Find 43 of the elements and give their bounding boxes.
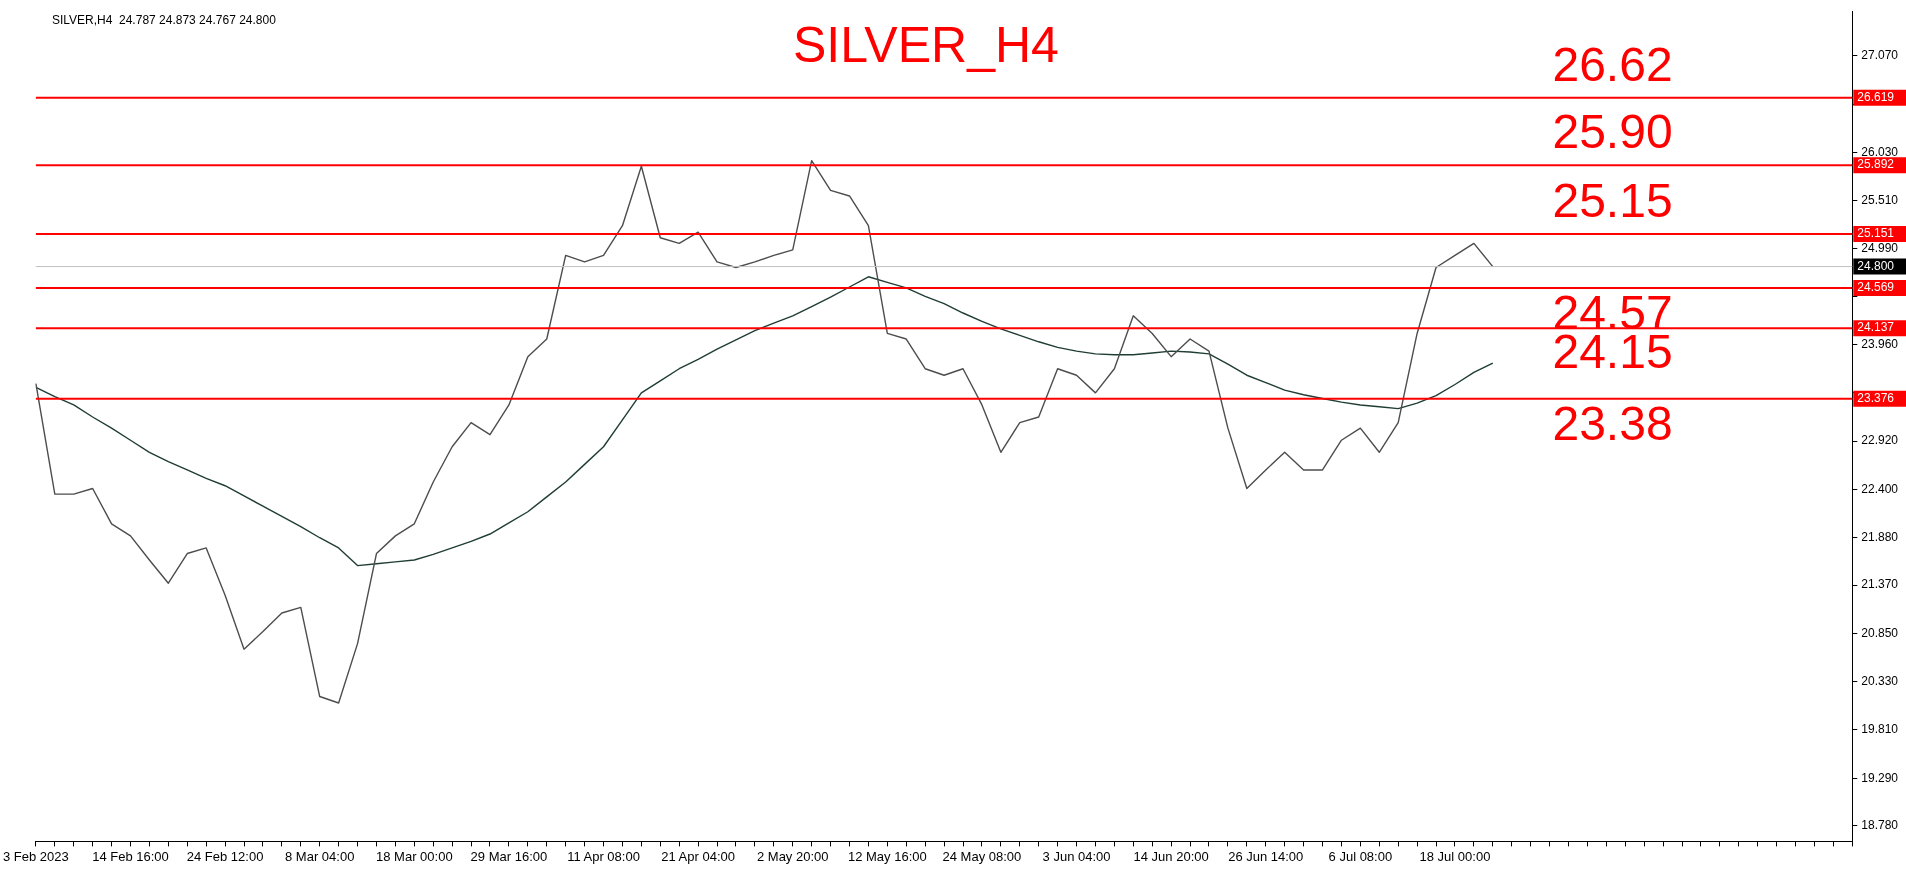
x-tick-label: 12 May 16:00	[847, 848, 927, 864]
ref-line-label: 25.151	[1857, 226, 1895, 241]
chart-title: SILVER_H4	[792, 16, 1059, 73]
y-tick-label: 25.510	[1861, 192, 1899, 207]
x-tick-label: 14 Jun 20:00	[1133, 848, 1209, 864]
x-tick-label: 24 Feb 12:00	[186, 848, 264, 864]
y-tick-label: 19.810	[1861, 722, 1899, 737]
x-tick-label: 3 Feb 2023	[3, 848, 69, 864]
x-tick-label: 6 Jul 08:00	[1328, 848, 1393, 864]
y-tick-label: 22.920	[1861, 433, 1899, 448]
x-tick-label: 18 Mar 00:00	[376, 848, 453, 864]
x-tick-label: 11 Apr 08:00	[567, 848, 640, 864]
x-tick-label: 29 Mar 16:00	[470, 848, 548, 864]
ref-line-label: 24.800	[1857, 258, 1895, 273]
ref-line-label: 24.569	[1857, 280, 1895, 295]
y-tick-label: 23.960	[1861, 336, 1899, 351]
x-tick-label: 26 Jun 14:00	[1228, 848, 1304, 864]
x-tick-label: 21 Apr 04:00	[661, 848, 735, 864]
y-tick-label: 27.070	[1861, 48, 1899, 63]
y-tick-label: 20.330	[1861, 673, 1899, 688]
y-tick-label: 21.880	[1861, 530, 1899, 545]
ref-line-label: 25.892	[1857, 157, 1895, 172]
x-tick-label: 8 Mar 04:00	[285, 848, 355, 864]
y-tick-label: 21.370	[1861, 577, 1899, 592]
x-tick-label: 2 May 20:00	[756, 848, 829, 864]
y-tick-label: 19.290	[1861, 770, 1899, 785]
ref-line-label: 23.376	[1857, 391, 1895, 406]
annotation: SILVER,H4 24.787 24.873 24.767 24.800	[51, 12, 277, 27]
annotation: 23.38	[1552, 396, 1673, 450]
y-tick-label: 20.850	[1861, 625, 1899, 640]
y-tick-label: 26.030	[1861, 144, 1899, 159]
ref-line-label: 26.619	[1857, 89, 1895, 104]
y-tick-label: 22.400	[1861, 481, 1899, 496]
annotation: 25.15	[1552, 174, 1673, 228]
annotation: 25.90	[1552, 104, 1673, 158]
ref-line-label: 24.137	[1857, 320, 1895, 335]
y-tick-label: 18.780	[1861, 817, 1899, 832]
y-tick-label: 24.990	[1861, 241, 1899, 256]
annotation: 26.62	[1552, 37, 1673, 91]
x-tick-label: 3 Jun 04:00	[1042, 848, 1111, 864]
x-tick-label: 14 Feb 16:00	[92, 848, 169, 864]
x-tick-label: 24 May 08:00	[942, 848, 1022, 864]
x-tick-label: 18 Jul 00:00	[1419, 848, 1491, 864]
